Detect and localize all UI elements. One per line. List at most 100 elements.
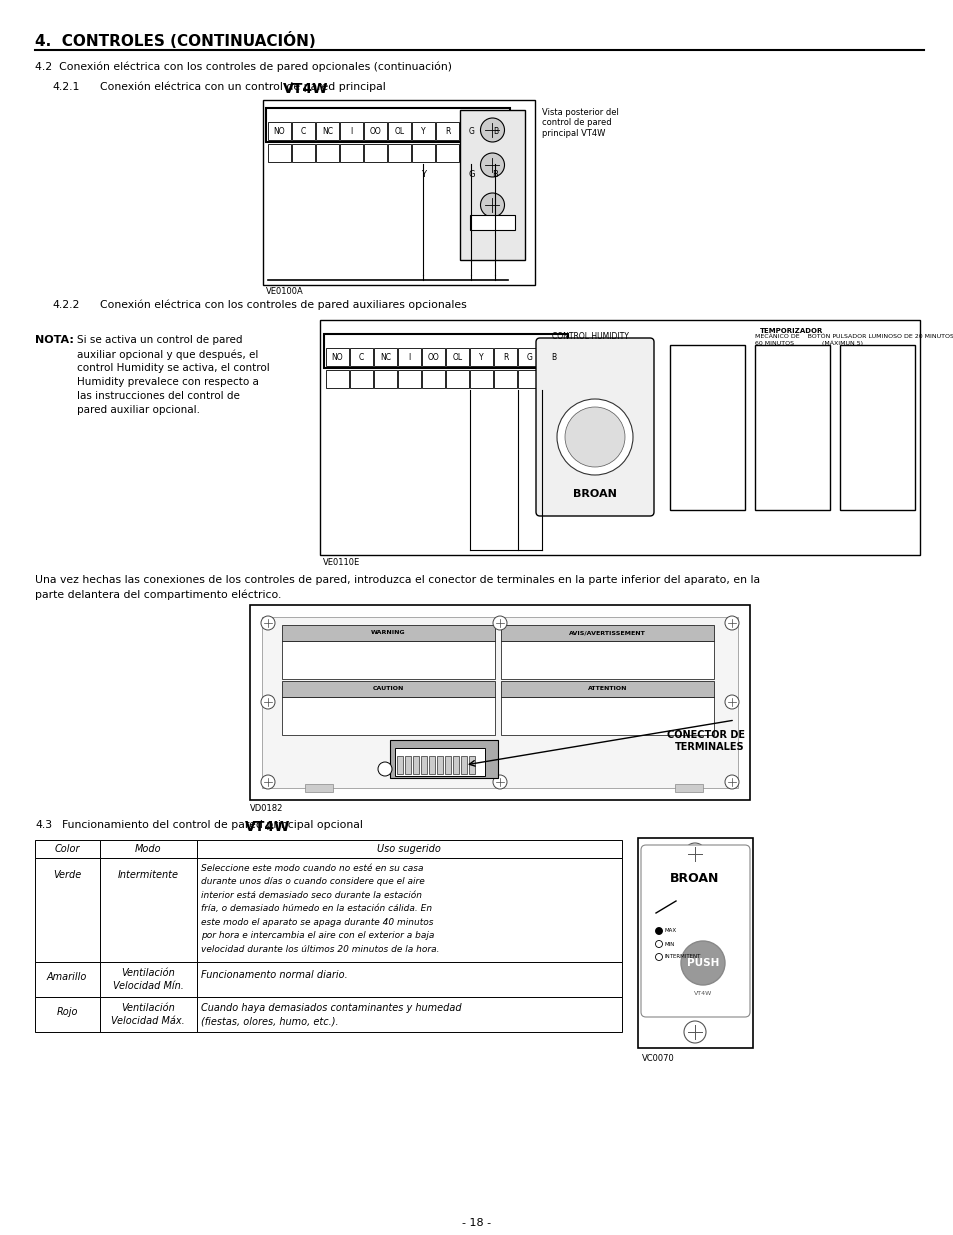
Bar xyxy=(420,756,427,774)
Text: CAUTION: CAUTION xyxy=(373,687,404,692)
Bar xyxy=(412,122,435,140)
Bar xyxy=(282,697,495,735)
Circle shape xyxy=(493,616,506,630)
Text: CONTROL HUMIDITY: CONTROL HUMIDITY xyxy=(551,332,628,341)
Bar xyxy=(494,348,517,366)
Text: las instrucciones del control de: las instrucciones del control de xyxy=(77,391,239,401)
Text: Si se activa un control de pared: Si se activa un control de pared xyxy=(77,335,242,345)
Bar xyxy=(319,320,919,555)
Text: velocidad durante los últimos 20 minutos de la hora.: velocidad durante los últimos 20 minutos… xyxy=(201,945,439,953)
Text: G: G xyxy=(526,352,532,362)
Bar xyxy=(436,122,458,140)
Bar xyxy=(324,333,567,368)
Text: B: B xyxy=(493,126,497,136)
Bar xyxy=(395,748,484,776)
Circle shape xyxy=(683,1021,705,1044)
Bar xyxy=(429,756,435,774)
Text: 4.2.2: 4.2.2 xyxy=(52,300,79,310)
FancyBboxPatch shape xyxy=(640,845,749,1016)
Bar xyxy=(266,107,510,142)
Circle shape xyxy=(655,953,661,961)
Bar xyxy=(541,370,564,388)
Bar xyxy=(444,756,451,774)
Bar xyxy=(100,962,196,997)
Bar xyxy=(470,215,515,230)
Circle shape xyxy=(480,153,504,177)
Text: (fiestas, olores, humo, etc.).: (fiestas, olores, humo, etc.). xyxy=(201,1016,338,1026)
Bar xyxy=(250,605,749,800)
Text: por hora e intercambia el aire con el exterior a baja: por hora e intercambia el aire con el ex… xyxy=(201,931,434,941)
Bar xyxy=(292,122,314,140)
Text: INTERMITENT: INTERMITENT xyxy=(664,955,700,960)
Bar xyxy=(315,122,338,140)
Bar xyxy=(397,370,420,388)
Text: NO: NO xyxy=(274,126,285,136)
Bar xyxy=(100,840,196,858)
Text: Ventilación
Velocidad Máx.: Ventilación Velocidad Máx. xyxy=(111,1003,185,1026)
FancyBboxPatch shape xyxy=(536,338,654,516)
Text: OL: OL xyxy=(394,126,404,136)
Text: NC: NC xyxy=(379,352,391,362)
Text: I: I xyxy=(350,126,353,136)
Circle shape xyxy=(683,844,705,864)
Text: Vista posterior del
control de pared
principal VT4W: Vista posterior del control de pared pri… xyxy=(541,107,618,138)
Text: OL: OL xyxy=(452,352,462,362)
Circle shape xyxy=(557,399,633,475)
Bar xyxy=(412,144,435,162)
Text: Amarillo: Amarillo xyxy=(47,972,87,982)
Bar xyxy=(390,740,497,778)
Text: MECÁNICO DE    BOTÓN PULSADOR LUMINOSO DE 20 MINUTOS: MECÁNICO DE BOTÓN PULSADOR LUMINOSO DE 2… xyxy=(754,333,953,338)
Text: Uso sugerido: Uso sugerido xyxy=(376,844,440,853)
Bar xyxy=(446,370,469,388)
Text: I: I xyxy=(408,352,410,362)
Bar xyxy=(292,144,314,162)
Bar xyxy=(282,625,495,641)
Bar xyxy=(196,840,621,858)
Bar xyxy=(517,370,540,388)
Text: NO: NO xyxy=(332,352,343,362)
Text: 60 MINUTOS              (MÁXIMUN 5): 60 MINUTOS (MÁXIMUN 5) xyxy=(754,340,862,346)
Circle shape xyxy=(261,616,274,630)
Text: este modo el aparato se apaga durante 40 minutos: este modo el aparato se apaga durante 40… xyxy=(201,918,433,927)
Text: G: G xyxy=(468,126,474,136)
Bar xyxy=(326,348,349,366)
Text: Rojo: Rojo xyxy=(56,1007,77,1016)
Text: Conexión eléctrica con los controles de pared auxiliares opcionales: Conexión eléctrica con los controles de … xyxy=(100,300,466,310)
Text: Intermitente: Intermitente xyxy=(117,869,178,881)
Circle shape xyxy=(480,193,504,217)
Text: parte delantera del compartimento eléctrico.: parte delantera del compartimento eléctr… xyxy=(35,589,281,599)
Bar xyxy=(35,858,100,962)
Text: C: C xyxy=(358,352,364,362)
Text: VE0100A: VE0100A xyxy=(266,287,303,296)
Text: 4.  CONTROLES (CONTINUACIÓN): 4. CONTROLES (CONTINUACIÓN) xyxy=(35,32,315,49)
Text: G: G xyxy=(468,170,475,179)
Bar xyxy=(374,370,396,388)
Bar xyxy=(100,858,196,962)
Bar xyxy=(35,840,100,858)
Text: WARNING: WARNING xyxy=(371,631,405,636)
Bar xyxy=(470,370,493,388)
Text: R: R xyxy=(444,126,450,136)
Bar xyxy=(413,756,418,774)
Bar xyxy=(405,756,411,774)
Text: VT4W: VT4W xyxy=(693,990,711,995)
Text: interior está demasiado seco durante la estación: interior está demasiado seco durante la … xyxy=(201,890,421,900)
Text: 4.3: 4.3 xyxy=(35,820,52,830)
Text: 4.2.1: 4.2.1 xyxy=(52,82,79,91)
Bar xyxy=(350,348,373,366)
Bar xyxy=(446,348,469,366)
Circle shape xyxy=(724,695,739,709)
Text: NOTA:: NOTA: xyxy=(35,335,73,345)
Bar xyxy=(326,370,349,388)
Bar xyxy=(638,839,752,1049)
Text: VE0110E: VE0110E xyxy=(323,558,360,567)
Bar xyxy=(35,997,100,1032)
Text: MIN: MIN xyxy=(664,941,675,946)
Text: BROAN: BROAN xyxy=(670,872,719,884)
Text: B: B xyxy=(551,352,556,362)
Bar xyxy=(541,348,564,366)
Text: Verde: Verde xyxy=(52,869,81,881)
Bar xyxy=(459,144,482,162)
Bar xyxy=(754,345,829,510)
Circle shape xyxy=(377,762,392,776)
